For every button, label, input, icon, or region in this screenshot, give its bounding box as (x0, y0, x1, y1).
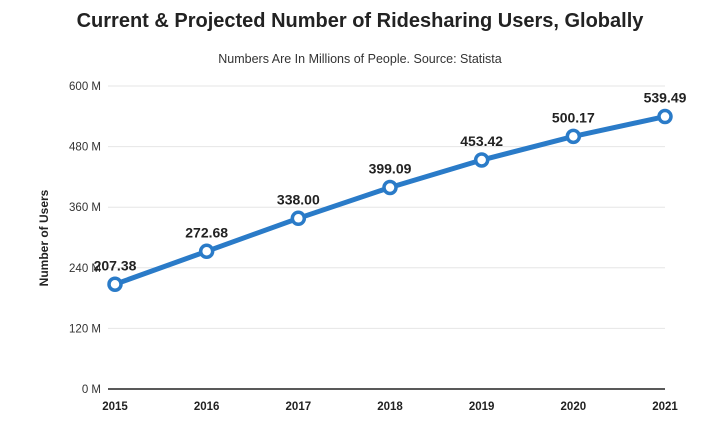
data-label: 539.49 (644, 90, 687, 106)
y-tick-label: 0 M (82, 384, 101, 396)
data-point (473, 152, 490, 168)
data-label: 399.09 (369, 160, 412, 176)
data-labels: 207.38 272.68 338.00 399.09 453.42 500.17 539.… (94, 90, 687, 274)
y-axis-ticks: 0 M 120 M 240 M 360 M 480 M 600 M (69, 81, 101, 396)
series-line (112, 114, 668, 287)
data-point (565, 128, 582, 145)
x-tick-label: 2021 (652, 401, 678, 413)
series-layer (107, 108, 673, 293)
data-point (198, 243, 215, 260)
y-tick-label: 480 M (69, 142, 101, 154)
x-tick-label: 2019 (469, 401, 495, 413)
x-tick-label: 2017 (286, 401, 312, 413)
x-tick-label: 2016 (194, 401, 220, 413)
data-point (382, 179, 398, 196)
x-tick-label: 2015 (102, 401, 128, 413)
gridlines (108, 85, 665, 329)
data-label: 500.17 (552, 109, 595, 125)
data-label: 453.42 (460, 133, 503, 149)
y-tick-label: 600 M (69, 81, 101, 93)
data-point (290, 210, 307, 227)
y-tick-label: 360 M (69, 202, 101, 214)
x-tick-label: 2020 (561, 401, 587, 413)
data-label: 207.38 (94, 257, 137, 273)
data-label: 272.68 (185, 224, 228, 240)
y-tick-label: 120 M (69, 323, 101, 335)
chart-subtitle: Numbers Are In Millions of People. Sourc… (218, 52, 502, 66)
data-label: 338.00 (277, 191, 320, 207)
y-tick-label: 240 M (69, 263, 101, 275)
x-tick-label: 2018 (377, 401, 403, 413)
data-point (657, 108, 673, 125)
chart-title: Current & Projected Number of Ridesharin… (76, 10, 644, 32)
data-point (107, 276, 123, 293)
y-axis-title: Number of Users (37, 189, 51, 286)
x-axis-ticks: 2015 2016 2017 2018 2019 2020 2021 (102, 401, 678, 413)
